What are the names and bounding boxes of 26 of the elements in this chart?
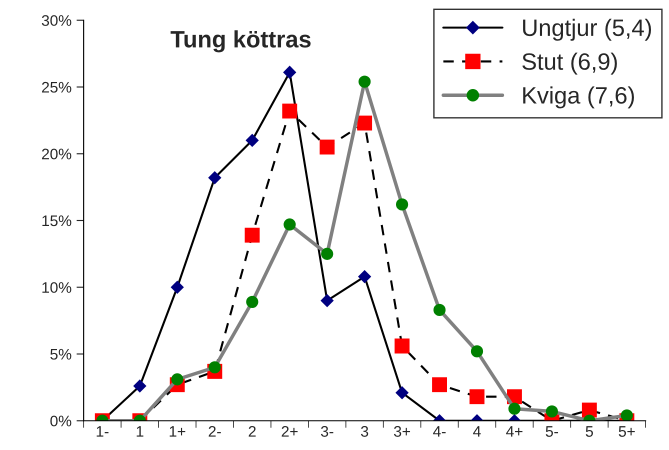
x-tick-label: 2- [208,426,221,437]
legend-label: Kviga (7,6) [523,86,634,108]
x-tick-label: 4- [433,426,446,437]
x-tick-label: 3 [360,426,368,437]
chart-title: Tung köttras [170,30,311,52]
x-tick-label: 4 [473,426,481,437]
x-tick-label: 1- [96,426,108,437]
x-tick-label: 3+ [394,426,410,437]
y-tick-label: 20% [42,148,72,160]
x-tick-label: 1 [136,426,144,437]
x-tick-label: 2+ [282,426,298,437]
y-tick-label: 10% [42,282,72,293]
legend-label: Stut (6,9) [522,52,617,75]
y-tick-label: 0% [50,416,72,426]
legend-label: Ungtjur (5,4) [523,18,652,41]
y-tick-label: 15% [42,215,72,226]
y-tick-label: 25% [42,82,72,93]
x-tick-label: 1+ [170,426,186,437]
x-tick-label: 5 [586,426,593,437]
x-tick-label: 5+ [618,426,635,437]
x-tick-label: 2 [248,426,256,437]
x-tick-label: 5- [546,426,558,437]
y-tick-label: 5% [50,348,72,360]
x-tick-label: 4+ [506,426,522,437]
x-tick-label: 3- [320,426,334,437]
y-tick-label: 30% [42,15,72,26]
